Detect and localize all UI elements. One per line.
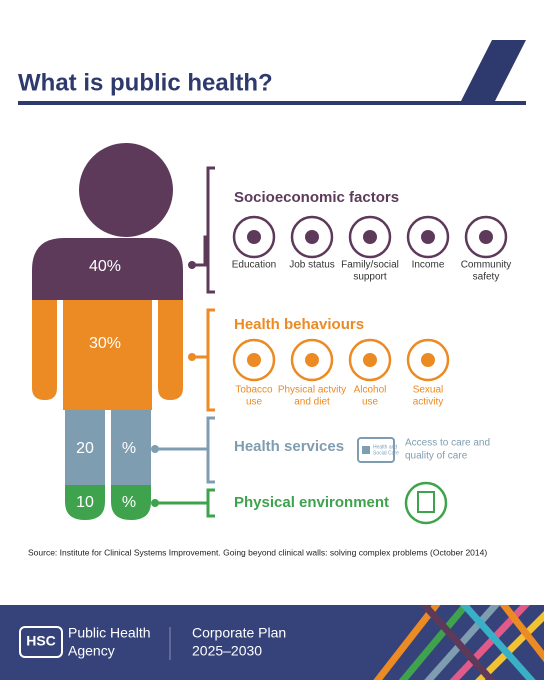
plan: Corporate Plan: [192, 625, 286, 641]
connector: [206, 488, 215, 518]
org-name: Agency: [68, 643, 115, 659]
icon: [406, 215, 450, 259]
band: [32, 485, 183, 520]
logo-text: HSC: [26, 633, 56, 649]
factor-title: Socioeconomic factors: [234, 189, 399, 206]
connector-dot: [188, 261, 196, 269]
icon-glyph: [247, 230, 261, 244]
connector-dot: [188, 353, 196, 361]
item-label: Family/social: [341, 260, 399, 271]
connector-dot: [151, 445, 159, 453]
icon: [357, 437, 395, 463]
item-label: Physical actvity: [278, 385, 346, 396]
figure: [32, 143, 183, 520]
connector: [206, 416, 215, 484]
icon: [348, 215, 392, 259]
band-number: 30: [89, 335, 107, 352]
band-unit: %: [107, 258, 121, 275]
band-number: 10: [76, 494, 94, 511]
item-label: Job status: [289, 260, 335, 271]
icon: [290, 338, 334, 382]
icon: [232, 338, 276, 382]
icon-glyph: [305, 353, 319, 367]
item-label: use: [362, 397, 379, 408]
icon: [232, 215, 276, 259]
icon-glyph: [247, 353, 261, 367]
icon-text: Social Care: [373, 450, 399, 456]
icon-glyph: [363, 230, 377, 244]
band: [32, 300, 183, 410]
item-label: Education: [232, 260, 276, 271]
item-label: Community: [461, 260, 512, 271]
factor-title: Health services: [234, 438, 344, 455]
connector: [206, 308, 215, 412]
icon-glyph: [421, 230, 435, 244]
band-label: 40%: [89, 258, 121, 275]
item-label: safety: [473, 272, 500, 283]
band-label: 30%: [89, 335, 121, 352]
factor-title: Physical environment: [234, 494, 389, 511]
source: Source: Institute for Clinical Systems I…: [28, 547, 487, 557]
band-number: 20: [76, 440, 94, 457]
connector-dot: [151, 499, 159, 507]
title: What is public health?: [18, 69, 273, 96]
description: quality of care: [405, 451, 468, 462]
icon-glyph: [417, 491, 435, 513]
factor-title: Health behaviours: [234, 316, 364, 333]
connector: [192, 235, 208, 267]
icon: [348, 338, 392, 382]
header-slash: [460, 40, 526, 103]
icon-text: Health and: [373, 444, 397, 450]
item-label: Tobacco: [235, 385, 273, 396]
band-unit: %: [122, 440, 136, 457]
icon-glyph: [363, 353, 377, 367]
icon: [406, 338, 450, 382]
icon-glyph: [479, 230, 493, 244]
icon: [404, 481, 448, 525]
item-label: Alcohol: [354, 385, 387, 396]
item-label: activity: [413, 397, 444, 408]
item-label: use: [246, 397, 263, 408]
connector: [206, 166, 215, 294]
icon: [464, 215, 508, 259]
item-label: support: [353, 272, 387, 283]
logo-box: [19, 626, 63, 658]
icon-glyph: [421, 353, 435, 367]
footer-stripes: [373, 605, 544, 680]
header-rule: [18, 101, 526, 105]
org-name: Public Health: [68, 625, 151, 641]
item-label: Income: [412, 260, 445, 271]
band-unit: %: [122, 494, 136, 511]
item-label: Sexual: [413, 385, 444, 396]
band-number: 40: [89, 258, 107, 275]
description: Access to care and: [405, 438, 490, 449]
band-unit: %: [107, 335, 121, 352]
icon-glyph: [305, 230, 319, 244]
icon: [290, 215, 334, 259]
icon-glyph: [362, 446, 370, 454]
plan: 2025–2030: [192, 643, 262, 659]
item-label: and diet: [294, 397, 330, 408]
